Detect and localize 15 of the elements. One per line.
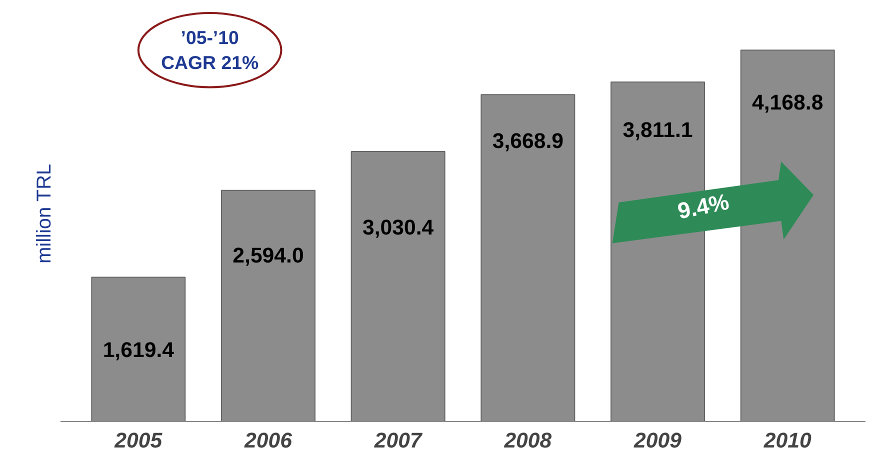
x-tick-label: 2006 [244,428,292,452]
x-tick-label: 2005 [114,428,164,452]
x-tick-label: 2008 [503,428,552,452]
data-label: 4,168.8 [752,90,824,115]
data-label: 3,030.4 [362,216,434,240]
y-axis-title: million TRL [34,164,56,264]
data-label: 3,668.9 [492,128,564,153]
annotation: 9.4% [675,188,732,224]
data-label: 3,811.1 [622,118,693,142]
data-label: 2,594.0 [232,244,304,268]
x-tick-label: 2007 [373,428,423,452]
x-tick-label: 2010 [762,428,812,452]
x-tick-label: 2009 [633,428,682,452]
data-label: 1,619.4 [102,338,174,362]
annotation: ’05-’10 CAGR 21% [161,26,259,74]
